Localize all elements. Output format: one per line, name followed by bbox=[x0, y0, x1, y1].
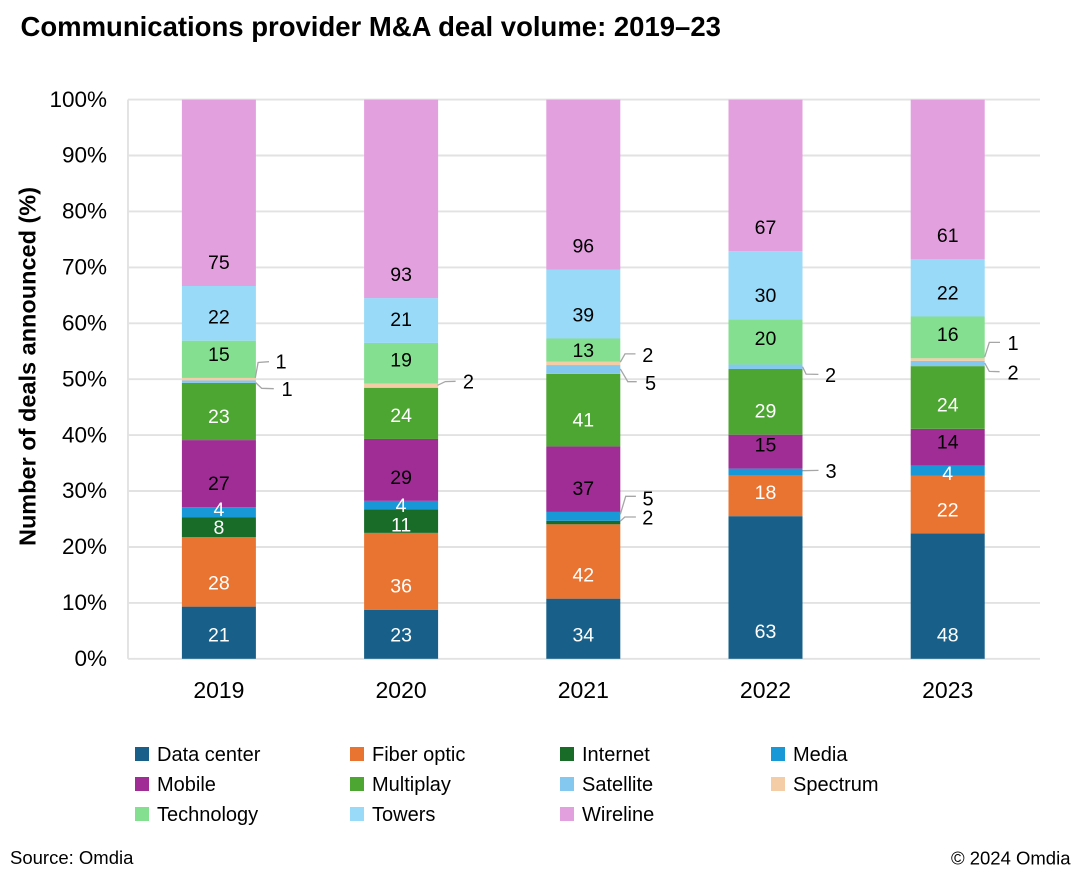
svg-text:16: 16 bbox=[937, 324, 959, 346]
svg-text:2022: 2022 bbox=[740, 677, 791, 703]
svg-text:2020: 2020 bbox=[376, 677, 427, 703]
svg-text:2023: 2023 bbox=[922, 677, 973, 703]
svg-text:2: 2 bbox=[1007, 362, 1018, 384]
svg-text:1: 1 bbox=[275, 352, 286, 374]
svg-text:5: 5 bbox=[645, 373, 656, 395]
svg-text:Wireline: Wireline bbox=[582, 804, 654, 826]
svg-text:29: 29 bbox=[390, 467, 412, 489]
svg-text:Data center: Data center bbox=[157, 744, 261, 766]
svg-text:61: 61 bbox=[937, 225, 959, 247]
svg-text:2: 2 bbox=[642, 507, 653, 529]
svg-text:100%: 100% bbox=[49, 87, 107, 112]
svg-text:22: 22 bbox=[937, 282, 959, 304]
svg-text:75: 75 bbox=[208, 252, 230, 274]
svg-text:24: 24 bbox=[390, 405, 412, 427]
svg-text:4: 4 bbox=[396, 495, 407, 517]
svg-text:93: 93 bbox=[390, 264, 412, 286]
svg-text:19: 19 bbox=[390, 349, 412, 371]
svg-text:48: 48 bbox=[937, 625, 959, 647]
svg-text:14: 14 bbox=[937, 431, 959, 453]
svg-text:Media: Media bbox=[793, 744, 848, 766]
svg-text:Number of deals announced (%): Number of deals announced (%) bbox=[15, 187, 41, 546]
svg-text:23: 23 bbox=[390, 625, 412, 647]
svg-text:34: 34 bbox=[572, 625, 594, 647]
svg-text:36: 36 bbox=[390, 576, 412, 598]
svg-text:Source: Omdia: Source: Omdia bbox=[10, 847, 134, 868]
svg-text:Satellite: Satellite bbox=[582, 774, 653, 796]
svg-text:4: 4 bbox=[213, 499, 224, 521]
svg-text:15: 15 bbox=[755, 435, 777, 457]
svg-text:5: 5 bbox=[642, 489, 653, 511]
svg-text:1: 1 bbox=[1007, 333, 1018, 355]
svg-text:© 2024 Omdia: © 2024 Omdia bbox=[951, 847, 1071, 868]
svg-text:Multiplay: Multiplay bbox=[372, 774, 451, 796]
svg-text:Technology: Technology bbox=[157, 804, 258, 826]
svg-text:90%: 90% bbox=[62, 143, 107, 168]
svg-text:0%: 0% bbox=[74, 646, 107, 671]
svg-text:30%: 30% bbox=[62, 478, 107, 503]
svg-text:4: 4 bbox=[942, 463, 953, 485]
svg-text:1: 1 bbox=[281, 379, 292, 401]
svg-text:2: 2 bbox=[642, 345, 653, 367]
svg-text:21: 21 bbox=[208, 625, 230, 647]
svg-text:18: 18 bbox=[755, 482, 777, 504]
svg-text:21: 21 bbox=[390, 309, 412, 331]
svg-text:Mobile: Mobile bbox=[157, 774, 216, 796]
svg-text:39: 39 bbox=[572, 304, 594, 326]
svg-text:23: 23 bbox=[208, 406, 230, 428]
svg-text:60%: 60% bbox=[62, 311, 107, 336]
svg-text:15: 15 bbox=[208, 344, 230, 366]
svg-text:37: 37 bbox=[572, 478, 594, 500]
svg-text:80%: 80% bbox=[62, 199, 107, 224]
svg-text:3: 3 bbox=[825, 461, 836, 483]
svg-text:2021: 2021 bbox=[558, 677, 609, 703]
svg-text:22: 22 bbox=[937, 499, 959, 521]
svg-text:Internet: Internet bbox=[582, 744, 650, 766]
svg-text:Spectrum: Spectrum bbox=[793, 774, 879, 796]
svg-text:24: 24 bbox=[937, 395, 959, 417]
svg-text:10%: 10% bbox=[62, 590, 107, 615]
svg-text:8: 8 bbox=[213, 517, 224, 539]
svg-text:50%: 50% bbox=[62, 366, 107, 391]
svg-text:28: 28 bbox=[208, 573, 230, 595]
svg-text:Fiber optic: Fiber optic bbox=[372, 744, 465, 766]
svg-text:13: 13 bbox=[572, 340, 594, 362]
svg-text:70%: 70% bbox=[62, 255, 107, 280]
svg-text:27: 27 bbox=[208, 473, 230, 495]
svg-text:96: 96 bbox=[572, 235, 594, 257]
svg-text:11: 11 bbox=[391, 514, 411, 536]
svg-text:20%: 20% bbox=[62, 534, 107, 559]
svg-text:63: 63 bbox=[755, 621, 777, 643]
svg-text:40%: 40% bbox=[62, 422, 107, 447]
svg-text:2019: 2019 bbox=[193, 677, 244, 703]
svg-text:Communications provider M&A de: Communications provider M&A deal volume:… bbox=[21, 11, 721, 42]
svg-text:29: 29 bbox=[755, 401, 777, 423]
svg-text:2: 2 bbox=[463, 372, 474, 394]
svg-text:67: 67 bbox=[755, 217, 777, 239]
svg-text:2: 2 bbox=[825, 365, 836, 387]
svg-text:20: 20 bbox=[755, 328, 777, 350]
svg-text:42: 42 bbox=[572, 565, 594, 587]
svg-text:30: 30 bbox=[755, 285, 777, 307]
svg-text:41: 41 bbox=[572, 409, 594, 431]
svg-text:Towers: Towers bbox=[372, 804, 435, 826]
svg-text:22: 22 bbox=[208, 307, 230, 329]
